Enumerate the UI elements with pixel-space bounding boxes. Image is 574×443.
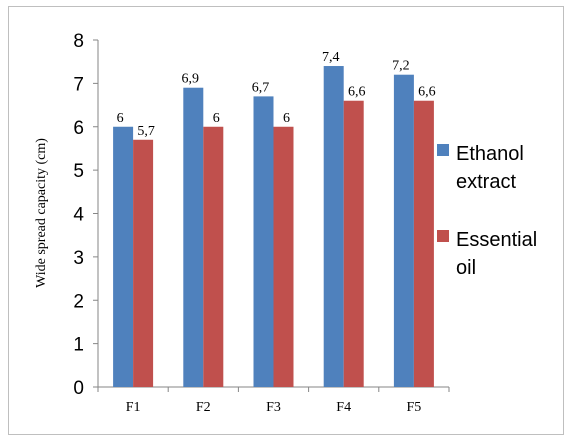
x-tick-label: F4: [336, 400, 351, 415]
data-label: 6,7: [252, 80, 270, 95]
bar: [273, 126, 294, 387]
y-tick-label: 6: [73, 118, 84, 139]
y-tick-label: 5: [73, 161, 84, 182]
axes: 0 1 2 3 4 5 6 7 8 F1 F2 F3 F4 F5: [73, 31, 450, 415]
y-tick-label: 0: [73, 378, 84, 399]
data-label: 7,4: [322, 50, 340, 65]
x-tick-label: F1: [126, 400, 141, 415]
y-tick-label: 8: [73, 31, 84, 52]
bar: [203, 126, 224, 387]
bar: [393, 74, 414, 387]
legend-label: extract: [456, 171, 516, 193]
data-label: 6,6: [418, 85, 436, 100]
legend: Ethanol extract Essential oil: [437, 143, 537, 279]
x-tick-label: F3: [266, 400, 281, 415]
legend-swatch: [437, 230, 449, 242]
legend-swatch: [437, 144, 449, 156]
bar: [413, 100, 434, 387]
data-label: 5,7: [137, 124, 155, 139]
data-label: 7,2: [392, 59, 410, 74]
y-tick-label: 7: [73, 74, 84, 95]
data-label: 6: [213, 111, 220, 126]
bar: [113, 126, 134, 387]
legend-label: oil: [456, 257, 476, 279]
x-tick-label: F5: [407, 400, 422, 415]
bar: [323, 66, 344, 388]
y-tick-label: 2: [73, 291, 84, 312]
bar: [343, 100, 364, 387]
legend-label: Essential: [456, 229, 537, 251]
y-tick-label: 4: [73, 205, 84, 226]
legend-label: Ethanol: [456, 143, 524, 165]
data-label: 6: [117, 111, 124, 126]
bar: [183, 87, 204, 388]
y-axis-label: Wide spread capacity (cm): [34, 138, 49, 288]
x-tick-label: F2: [196, 400, 211, 415]
data-label: 6: [283, 111, 290, 126]
y-tick-label: 1: [73, 335, 84, 356]
bar: [253, 96, 274, 387]
bar: [133, 139, 154, 387]
data-label: 6,9: [182, 72, 200, 87]
bars: 6 6,9 6,7 7,4 7,2 5,7 6 6 6,6 6,6: [113, 50, 436, 388]
data-label: 6,6: [348, 85, 366, 100]
y-tick-label: 3: [73, 248, 84, 269]
